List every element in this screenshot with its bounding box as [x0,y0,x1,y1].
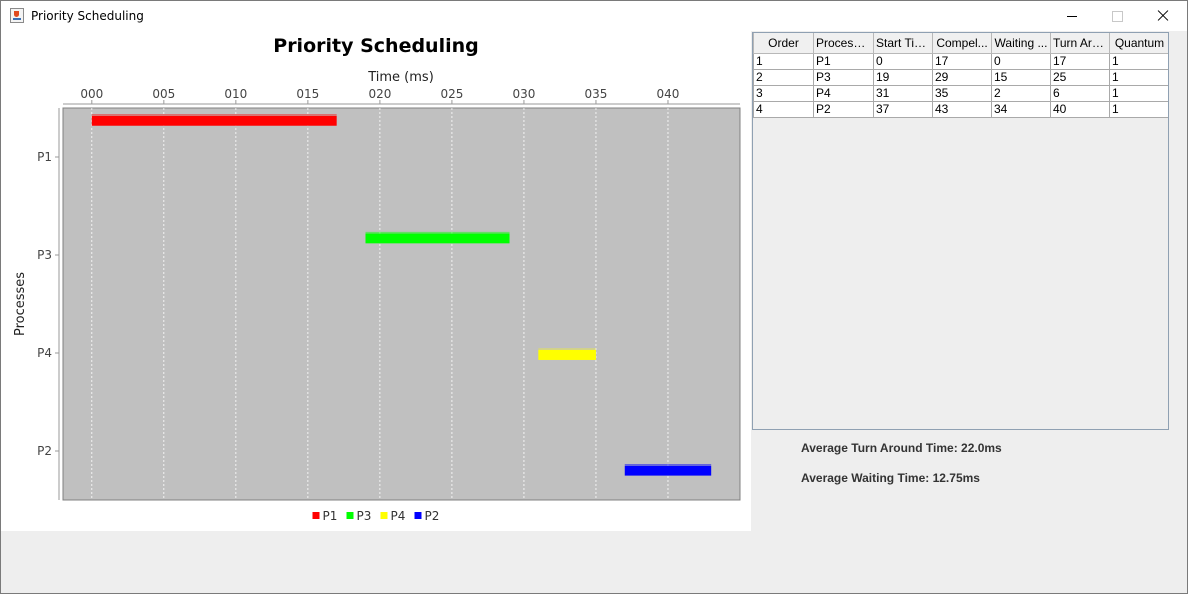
x-tick-label: 030 [512,87,535,101]
table-cell[interactable]: 2 [991,85,1051,102]
x-tick-label: 005 [152,87,175,101]
table-cell[interactable]: 1 [1109,53,1168,70]
legend-label: P3 [357,509,372,523]
process-table[interactable]: Order Process ... Start Time Compel... Waiti… [753,33,1168,118]
column-header[interactable]: Start Time [873,33,933,54]
maximize-button[interactable] [1094,1,1140,31]
table-cell[interactable]: P1 [813,53,874,70]
table-cell[interactable]: 0 [873,53,933,70]
y-tick-label: P3 [37,248,52,262]
table-header-row: Order Process ... Start Time Compel... Waiti… [753,33,1168,54]
table-cell[interactable]: 17 [1050,53,1110,70]
legend-swatch [414,512,422,519]
table-row[interactable]: 1 P1 0 17 0 17 1 [753,53,1168,70]
table-cell[interactable]: P4 [813,85,874,102]
y-tick-label: P2 [37,444,52,458]
y-axis-label: Processes [13,272,28,336]
gantt-bar-p4 [538,349,596,360]
y-tick-label: P4 [37,346,52,360]
java-cup-icon [10,8,24,23]
legend-swatch [346,512,354,519]
table-cell[interactable]: 1 [1109,101,1168,118]
x-tick-label: 025 [440,87,463,101]
legend-swatch [380,512,388,519]
table-cell[interactable]: 34 [991,101,1051,118]
x-axis-label: Time (ms) [367,70,434,85]
chart-title: Priority Scheduling [273,35,478,57]
table-cell[interactable]: 15 [991,69,1051,86]
x-tick-label: 035 [585,87,608,101]
legend-label: P4 [391,509,406,523]
table-cell[interactable]: P2 [813,101,874,118]
table-cell[interactable]: 4 [753,101,814,118]
window-title: Priority Scheduling [31,9,144,23]
table-cell[interactable]: 2 [753,69,814,86]
table-cell[interactable]: 0 [991,53,1051,70]
x-tick-label: 000 [80,87,103,101]
gantt-bar-p2 [624,465,712,476]
table-cell[interactable]: 1 [753,53,814,70]
table-cell[interactable]: 35 [932,85,992,102]
table-cell[interactable]: 40 [1050,101,1110,118]
table-cell[interactable]: 1 [1109,85,1168,102]
table-cell[interactable]: 19 [873,69,933,86]
x-tick-label: 040 [657,87,680,101]
x-tick-label: 020 [368,87,391,101]
gantt-chart-panel: 000 005 010 015 020 025 030 035 040 P1 P3 P4 P2 Prior… [1,31,751,531]
table-cell[interactable]: 17 [932,53,992,70]
avg-waiting-label: Average Waiting Time: 12.75ms [801,471,980,485]
process-table-scrollpane[interactable]: Order Process ... Start Time Compel... Waiti… [752,32,1169,430]
table-cell[interactable]: 6 [1050,85,1110,102]
table-cell[interactable]: 37 [873,101,933,118]
table-cell[interactable]: 31 [873,85,933,102]
column-header[interactable]: Waiting ... [991,33,1051,54]
table-cell[interactable]: 3 [753,85,814,102]
table-row[interactable]: 2 P3 19 29 15 25 1 [753,69,1168,86]
table-row[interactable]: 3 P4 31 35 2 6 1 [753,85,1168,102]
column-header[interactable]: Order [753,33,814,54]
x-tick-label: 010 [224,87,247,101]
table-cell[interactable]: 1 [1109,69,1168,86]
column-header[interactable]: Compel... [932,33,992,54]
y-tick-label: P1 [37,150,52,164]
gantt-bar-p1 [91,115,337,126]
plot-area [62,107,741,501]
minimize-button[interactable] [1049,1,1095,31]
close-button[interactable] [1140,1,1186,31]
table-cell[interactable]: 25 [1050,69,1110,86]
table-cell[interactable]: P3 [813,69,874,86]
gantt-chart: 000 005 010 015 020 025 030 035 040 P1 P3 P4 P2 Prior… [13,35,741,523]
table-cell[interactable]: 29 [932,69,992,86]
x-tick-label: 015 [296,87,319,101]
avg-turnaround-label: Average Turn Around Time: 22.0ms [801,441,1002,455]
table-row[interactable]: 4 P2 37 43 34 40 1 [753,101,1168,118]
column-header[interactable]: Quantum [1109,33,1168,54]
legend-label: P2 [425,509,440,523]
column-header[interactable]: Turn Aro... [1050,33,1110,54]
title-bar[interactable]: Priority Scheduling [1,1,1187,31]
legend-label: P1 [323,509,338,523]
table-cell[interactable]: 43 [932,101,992,118]
legend-swatch [312,512,320,519]
gantt-bar-p3 [365,233,510,244]
column-header[interactable]: Process ... [813,33,874,54]
